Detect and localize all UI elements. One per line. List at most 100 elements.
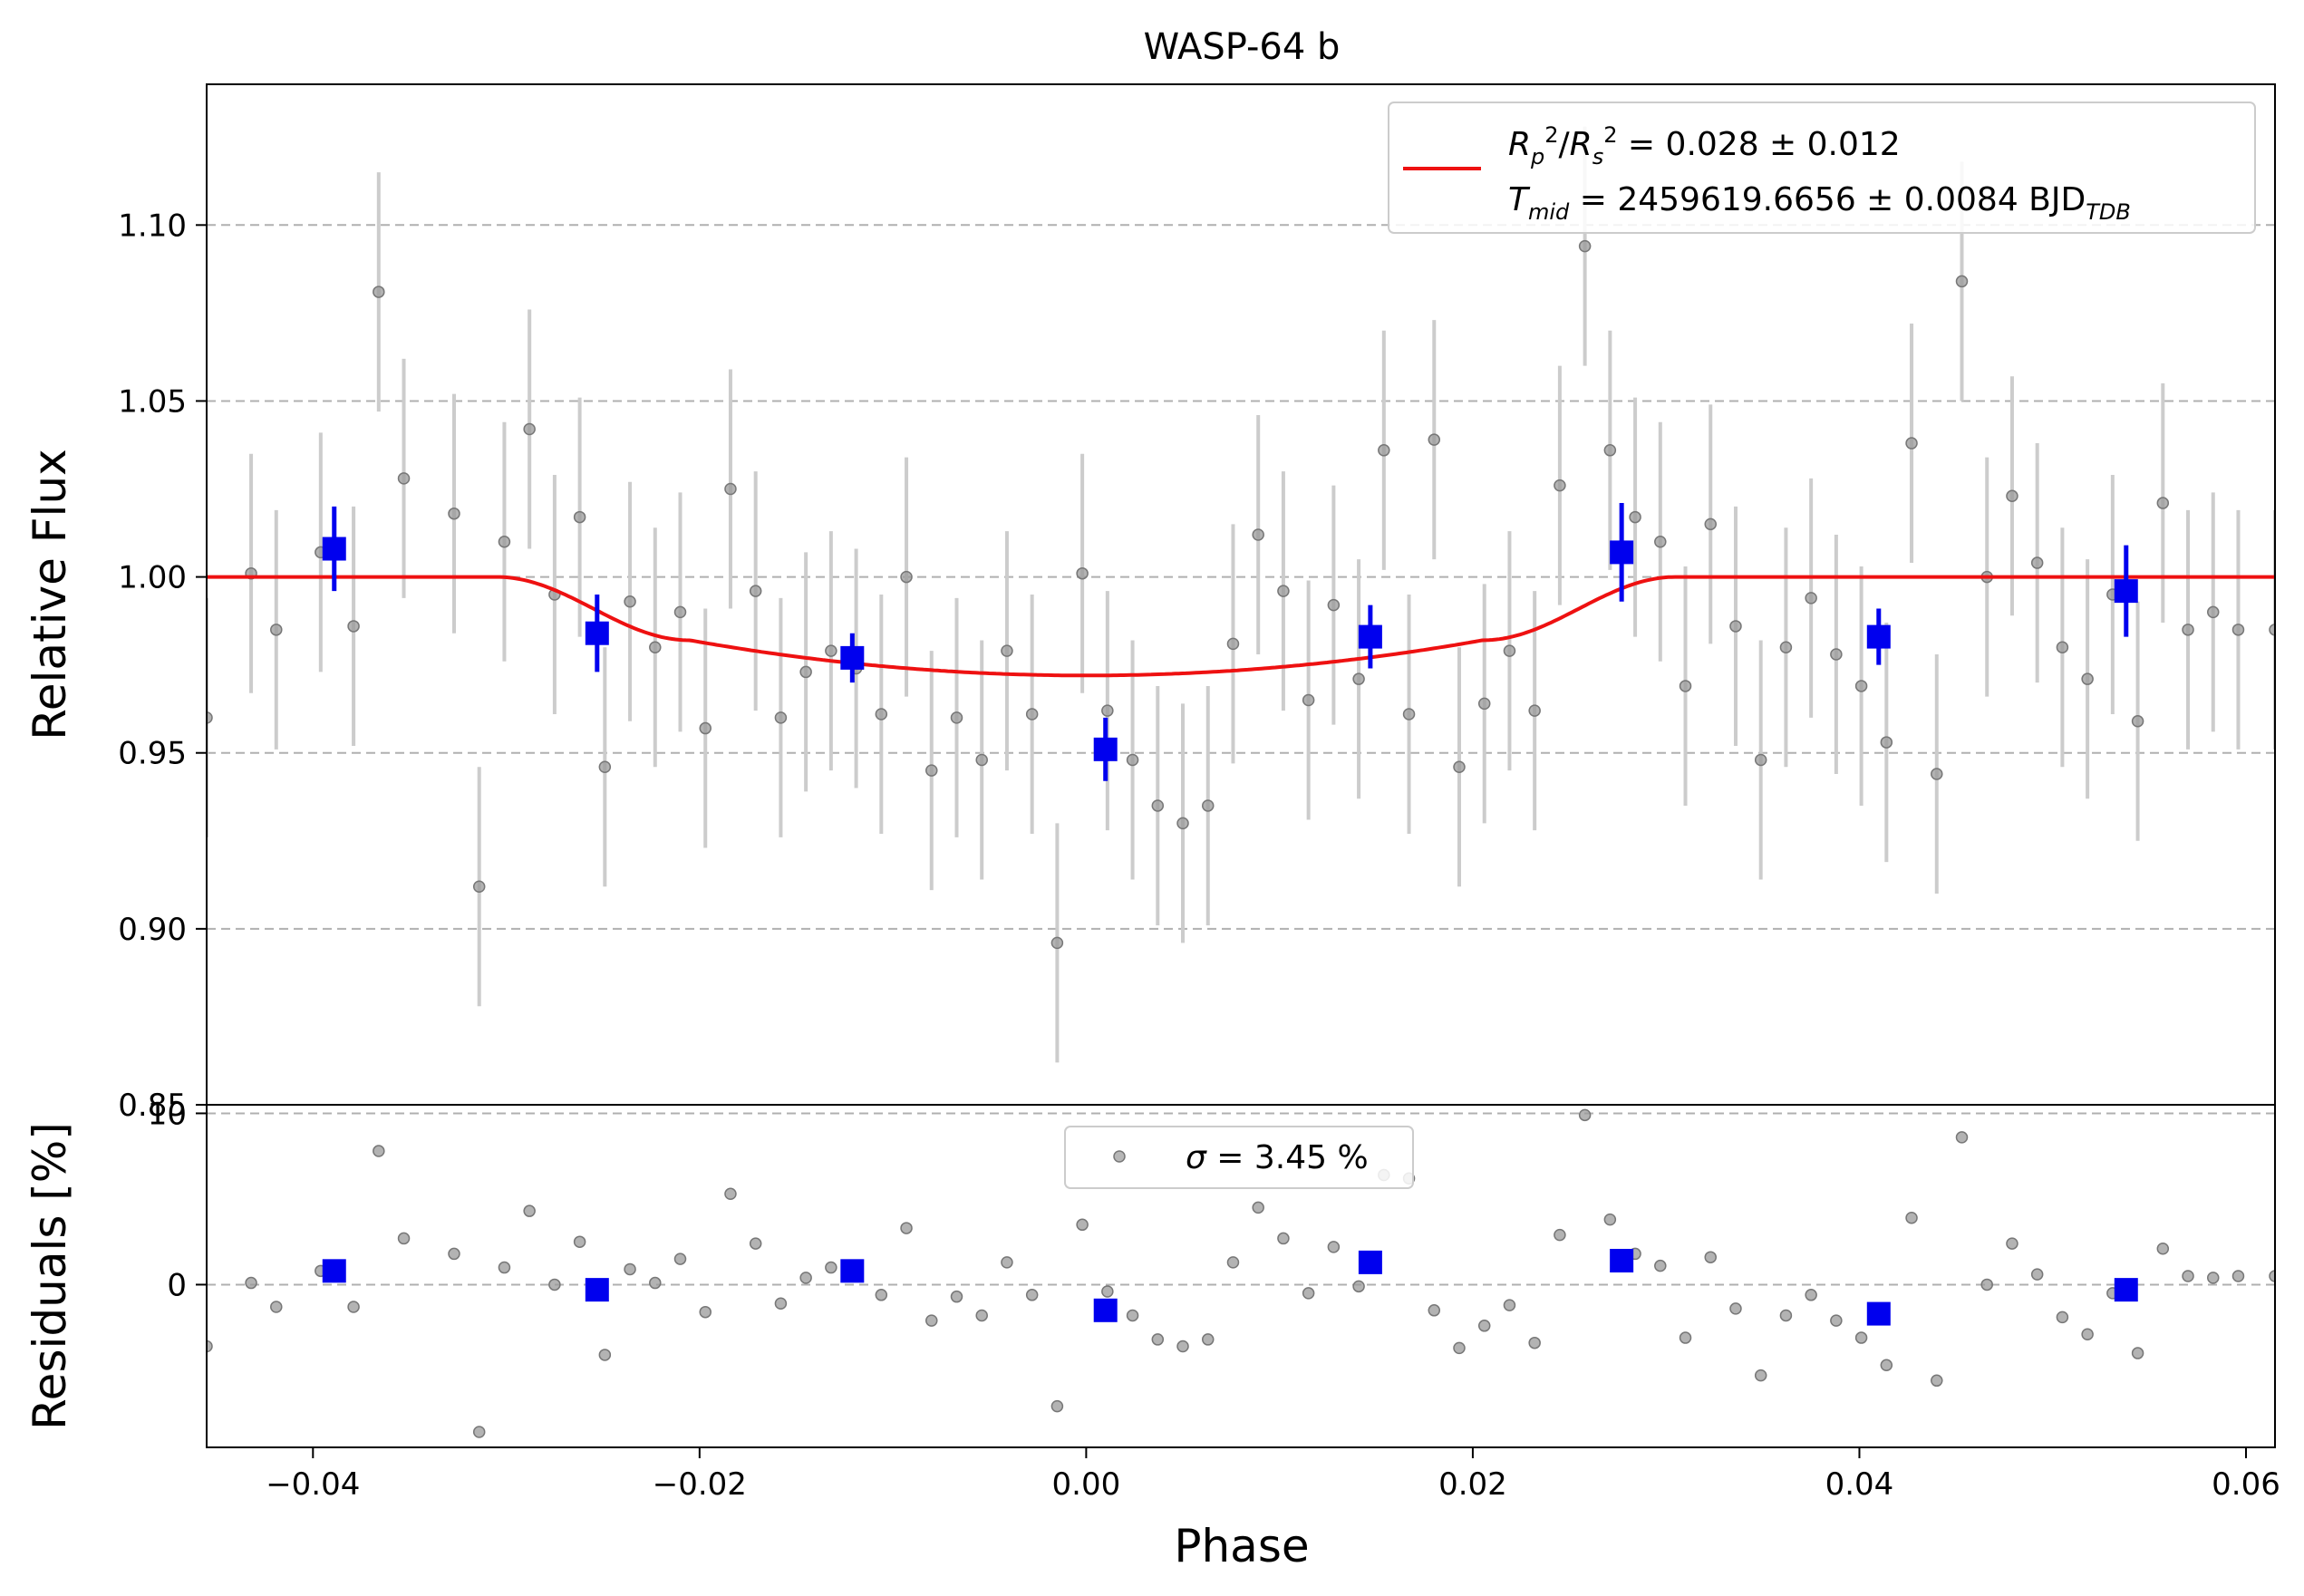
binned-flux-point — [840, 645, 865, 670]
raw-residual-point — [1679, 1331, 1692, 1344]
raw-flux-point — [1327, 598, 1341, 612]
raw-residual-point — [624, 1262, 636, 1276]
raw-residual-point — [548, 1278, 561, 1291]
raw-residual-point — [774, 1297, 788, 1310]
raw-residual-point — [245, 1276, 257, 1290]
raw-residual-point — [1854, 1331, 1868, 1344]
legend-ratio-entry: Rp2/Rs2 = 0.028 ± 0.012 — [1508, 122, 1901, 169]
raw-flux-point — [2231, 624, 2245, 636]
raw-flux-point — [2156, 497, 2170, 509]
raw-residual-point — [2081, 1328, 2094, 1341]
raw-flux-point — [573, 510, 586, 524]
chart-title: WASP-64 b — [1144, 26, 1341, 68]
raw-flux-point — [1226, 637, 1240, 651]
raw-residual-point — [1830, 1314, 1843, 1327]
flux-y-tick-label: 1.00 — [118, 560, 187, 596]
raw-flux-point — [1378, 444, 1390, 457]
raw-residual-points — [207, 1108, 2275, 1438]
raw-residual-point — [2006, 1237, 2018, 1250]
binned-residual-point — [840, 1259, 865, 1283]
residuals-y-axis-label: Residuals [%] — [24, 1122, 76, 1430]
flux-y-axis-label: Relative Flux — [24, 449, 76, 740]
raw-residual-point — [2030, 1268, 2044, 1281]
raw-flux-point — [1453, 760, 1466, 774]
raw-residual-point — [1428, 1304, 1441, 1317]
binned-residual-point — [1866, 1301, 1891, 1326]
binned-flux-point — [1093, 737, 1118, 761]
raw-flux-point — [397, 472, 411, 485]
binned-flux-point — [1358, 624, 1382, 649]
raw-flux-point — [1151, 799, 1165, 812]
raw-residual-point — [699, 1305, 712, 1319]
raw-flux-point — [699, 721, 712, 735]
raw-flux-point — [1001, 644, 1013, 657]
raw-residual-point — [649, 1276, 662, 1290]
raw-flux-point — [598, 760, 612, 774]
raw-flux-point — [774, 711, 788, 724]
raw-flux-point — [498, 536, 511, 548]
raw-residual-point — [875, 1289, 888, 1301]
raw-flux-point — [1503, 644, 1516, 657]
raw-residual-point — [472, 1426, 486, 1438]
binned-flux-point — [585, 621, 609, 645]
raw-residual-point — [673, 1253, 687, 1265]
raw-residual-point — [749, 1237, 762, 1250]
phase-x-tick-label: −0.04 — [266, 1466, 360, 1503]
phase-x-tick-label: 0.04 — [1825, 1466, 1894, 1503]
raw-residual-point — [950, 1290, 963, 1303]
raw-flux-point — [1578, 239, 1592, 253]
flux-y-tick-label: 0.95 — [118, 736, 187, 772]
raw-residual-point — [1554, 1228, 1566, 1242]
raw-flux-point — [1704, 517, 1717, 531]
raw-residual-point — [2131, 1347, 2144, 1359]
raw-residual-point — [397, 1232, 411, 1245]
raw-flux-point — [1126, 753, 1139, 767]
binned-flux-point — [1610, 540, 1634, 565]
raw-flux-point — [1528, 704, 1541, 717]
legend-tmid-entry: Tmid = 2459619.6656 ± 0.0084 BJDTDB — [1508, 181, 2131, 225]
raw-flux-point — [2081, 672, 2094, 685]
raw-residual-point — [1729, 1302, 1742, 1315]
raw-residual-point — [1805, 1289, 1817, 1301]
raw-flux-point — [1654, 536, 1667, 548]
raw-residual-point — [1001, 1256, 1013, 1269]
raw-flux-point — [1805, 592, 1817, 605]
raw-flux-point — [1050, 936, 1064, 950]
binned-flux-point — [1866, 624, 1891, 649]
raw-flux-point — [448, 507, 460, 520]
phase-x-tick-label: 0.06 — [2212, 1466, 2280, 1503]
raw-residual-point — [1603, 1213, 1617, 1226]
raw-flux-point — [472, 880, 486, 894]
residuals-y-tick-label: 0 — [167, 1267, 187, 1303]
raw-residual-point — [1477, 1320, 1491, 1332]
raw-residual-point — [1578, 1108, 1592, 1122]
raw-flux-point — [825, 644, 837, 657]
raw-residual-point — [1226, 1256, 1240, 1269]
raw-residual-point — [1528, 1336, 1541, 1349]
binned-residual-points — [322, 1248, 2138, 1326]
phase-x-tick-label: 0.00 — [1052, 1466, 1121, 1503]
raw-residual-point — [975, 1309, 988, 1322]
raw-flux-point — [950, 711, 963, 724]
raw-flux-points — [207, 126, 2275, 1063]
flux-panel: 0.85 0.90 0.95 1.00 1.05 1.10 Relative Flux R… — [24, 83, 2276, 1124]
legend-tmid-value: = 2459619.6656 ± 0.0084 BJD — [1569, 181, 2086, 218]
raw-residual-point — [1050, 1399, 1064, 1413]
raw-flux-point — [1076, 566, 1089, 580]
flux-y-tick-label: 1.05 — [118, 383, 187, 420]
raw-residual-point — [1252, 1201, 1264, 1214]
raw-residual-point — [2207, 1272, 2220, 1284]
raw-residual-point — [373, 1145, 385, 1157]
binned-residual-point — [1358, 1250, 1382, 1274]
raw-flux-point — [1880, 736, 1893, 749]
raw-residual-point — [2231, 1270, 2245, 1282]
raw-residual-point — [1880, 1359, 1893, 1372]
raw-flux-point — [1428, 433, 1441, 446]
raw-flux-point — [1402, 708, 1416, 721]
raw-residual-point — [1931, 1374, 1943, 1388]
raw-flux-point — [270, 624, 283, 636]
raw-residual-point — [1101, 1285, 1114, 1298]
raw-flux-point — [2269, 624, 2275, 636]
raw-residual-point — [1905, 1211, 1918, 1224]
